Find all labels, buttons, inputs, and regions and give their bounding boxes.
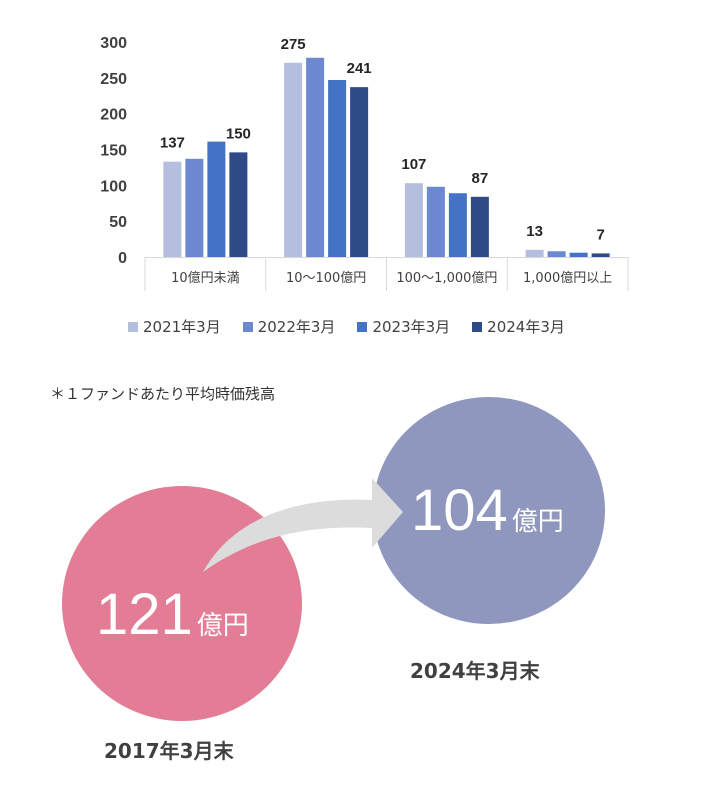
value-2024: 104 億円 [411, 482, 564, 540]
y-tick-label: 300 [100, 35, 127, 52]
data-label: 13 [526, 223, 543, 240]
data-label: 137 [160, 135, 185, 152]
bar [426, 186, 445, 257]
legend-label: 2024年3月 [487, 318, 565, 336]
y-tick-label: 100 [100, 178, 127, 195]
chart-legend: 2021年3月 2022年3月 2023年3月 2024年3月 [128, 316, 565, 337]
value-2024-number: 104 [411, 478, 508, 543]
bar [328, 79, 347, 257]
bar [547, 251, 566, 257]
bar-chart: 0 50 100 150 200 250 300 10億円未満 10～100億円 100～1,00… [100, 35, 629, 291]
data-label: 241 [347, 60, 372, 77]
x-tick-label: 10～100億円 [286, 270, 366, 286]
bar [163, 161, 182, 257]
data-label: 7 [596, 226, 604, 243]
data-label: 150 [226, 125, 251, 142]
date-2017: 2017年3月末 [104, 739, 234, 763]
legend-label: 2022年3月 [257, 318, 336, 336]
value-2024-unit: 億円 [511, 506, 564, 536]
bar [525, 249, 544, 257]
bar [284, 62, 303, 258]
y-tick-label: 50 [109, 214, 127, 231]
legend-item: 2021年3月 [128, 316, 221, 337]
y-tick-label: 150 [100, 143, 127, 160]
legend-swatch [242, 321, 253, 332]
bar [229, 152, 248, 257]
arrow-shape [203, 478, 403, 572]
legend-swatch [472, 321, 483, 332]
data-label: 275 [281, 36, 306, 53]
legend-label: 2023年3月 [372, 318, 451, 336]
legend-swatch [357, 321, 368, 332]
date-2024: 2024年3月末 [410, 659, 540, 683]
y-tick-label: 0 [118, 250, 127, 267]
value-2017-unit: 億円 [196, 610, 249, 640]
bar [404, 183, 423, 257]
bar [591, 253, 610, 257]
bar [448, 193, 467, 257]
bar [350, 87, 369, 258]
value-2017-number: 121 [96, 582, 193, 647]
legend-item: 2022年3月 [242, 316, 336, 337]
bar [569, 252, 588, 257]
y-tick-label: 200 [100, 107, 127, 124]
y-tick-label: 250 [100, 71, 127, 88]
legend-item: 2024年3月 [472, 316, 565, 337]
bar [185, 158, 204, 257]
data-label: 87 [472, 170, 489, 187]
legend-swatch [128, 321, 138, 332]
value-2017: 121 億円 [96, 586, 249, 644]
legend-item: 2023年3月 [357, 316, 450, 337]
bubble-2024 [373, 397, 605, 624]
data-label: 107 [401, 156, 426, 173]
x-tick-label: 100～1,000億円 [396, 270, 497, 286]
x-tick-label: 1,000億円以上 [523, 270, 612, 286]
bar [207, 141, 226, 257]
footnote: ＊１ファンドあたり平均時価残高 [50, 385, 276, 403]
bar [306, 57, 325, 258]
x-tick-label: 10億円未満 [171, 270, 240, 286]
legend-label: 2021年3月 [143, 318, 221, 336]
bar [470, 196, 489, 257]
